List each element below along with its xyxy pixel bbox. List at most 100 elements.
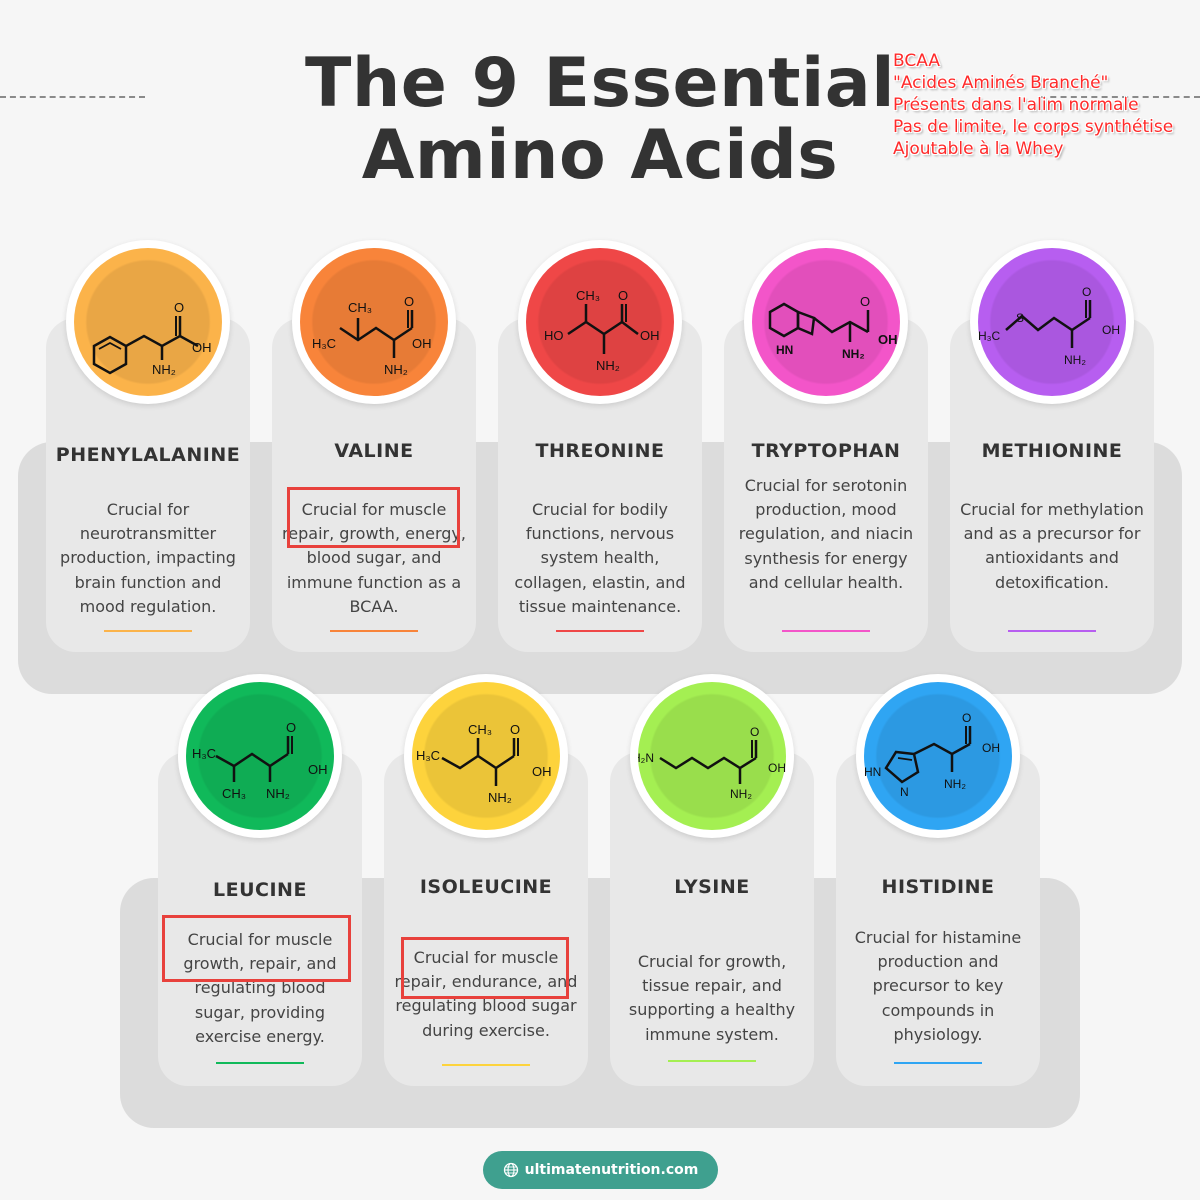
amino-name: HISTIDINE [881,876,995,898]
accent-underline [330,630,418,632]
molecule-structure-icon: CH₃ O H₃C OH NH₂ [312,294,432,377]
molecule-badge: O OH HN NH₂ [744,240,908,404]
svg-text:OH: OH [532,764,552,779]
dashed-line-left [0,96,145,98]
svg-text:NH₂: NH₂ [944,777,966,791]
accent-underline [782,630,870,632]
website-link[interactable]: ultimatenutrition.com [483,1151,718,1189]
molecule-badge: S H₃C O OH NH₂ [970,240,1134,404]
note-line: BCAA [893,51,940,71]
molecule-circle: H₃C O OH CH₃ NH₂ [186,682,334,830]
molecule-badge: CH₃ O HO OH NH₂ [518,240,682,404]
svg-text:NH₂: NH₂ [842,347,865,361]
amino-description: Crucial for histamine production and pre… [854,928,1022,1044]
svg-text:NH₂: NH₂ [266,786,290,801]
svg-text:OH: OH [412,336,432,351]
molecule-circle: O OH HN N NH₂ [864,682,1012,830]
svg-text:OH: OH [982,741,1000,755]
svg-text:H₃C: H₃C [978,329,1001,343]
globe-icon [503,1162,518,1178]
amino-description: Crucial for muscle repair, endurance, an… [394,948,578,1040]
accent-underline [104,630,192,632]
svg-text:OH: OH [308,762,328,777]
molecule-structure-icon: H₂N O OH NH₂ [638,725,786,801]
amino-name: TRYPTOPHAN [751,440,901,462]
svg-text:O: O [962,711,971,725]
molecule-structure-icon: O OH HN N NH₂ [864,711,1000,799]
note-line: Ajoutable à la Whey [893,139,1064,159]
amino-description: Crucial for serotonin production, mood r… [738,476,914,592]
accent-underline [894,1062,982,1064]
molecule-badge: H₂N O OH NH₂ [630,674,794,838]
amino-description: Crucial for neurotransmitter production,… [60,500,236,616]
amino-description: Crucial for methylation and as a precurs… [960,500,1144,592]
svg-text:NH₂: NH₂ [152,362,176,377]
svg-text:O: O [860,294,870,309]
note-line: "Acides Aminés Branché" [893,73,1109,93]
amino-name: VALINE [334,440,414,462]
molecule-structure-icon: CH₃ O HO OH NH₂ [544,288,660,373]
svg-text:O: O [286,720,296,735]
note-line: Présents dans l'alim normale [893,95,1139,115]
amino-name: ISOLEUCINE [419,876,553,898]
svg-text:O: O [174,300,184,315]
molecule-circle: CH₃ O H₃C OH NH₂ [300,248,448,396]
amino-description: Crucial for growth, tissue repair, and s… [628,952,796,1044]
svg-text:OH: OH [192,340,212,355]
amino-name: LEUCINE [213,879,307,901]
molecule-structure-icon: O OH NH₂ [92,300,212,377]
svg-text:NH₂: NH₂ [488,790,512,805]
svg-text:O: O [750,725,759,739]
svg-text:H₃C: H₃C [192,746,216,761]
svg-text:HN: HN [776,343,793,357]
highlight-box-isoleucine [401,937,569,999]
note-line: Pas de limite, le corps synthétise [893,117,1174,137]
svg-text:H₂N: H₂N [638,751,654,765]
svg-text:O: O [404,294,414,309]
svg-text:O: O [618,288,628,303]
molecule-structure-icon: S H₃C O OH NH₂ [978,285,1120,367]
amino-description: Crucial for muscle growth, repair, and r… [183,930,337,1046]
molecule-badge: H₃C O OH CH₃ NH₂ [178,674,342,838]
handwritten-note: BCAA "Acides Aminés Branché" Présents da… [893,50,1193,160]
molecule-circle: O OH HN NH₂ [752,248,900,396]
svg-text:OH: OH [878,332,898,347]
highlight-box-valine [287,487,460,548]
svg-text:N: N [900,785,909,799]
title-line-1: The 9 Essential [304,44,895,123]
molecule-circle: S H₃C O OH NH₂ [978,248,1126,396]
svg-text:O: O [1082,285,1091,299]
accent-underline [1008,630,1096,632]
accent-underline [668,1060,756,1062]
svg-text:OH: OH [640,328,660,343]
amino-name: THREONINE [535,440,665,462]
molecule-circle: CH₃ O H₃C OH NH₂ [412,682,560,830]
molecule-badge: O OH NH₂ [66,240,230,404]
svg-text:HN: HN [864,765,881,779]
svg-text:NH₂: NH₂ [596,358,620,373]
molecule-structure-icon: O OH HN NH₂ [768,294,898,361]
svg-text:S: S [1016,311,1024,325]
molecule-circle: O OH NH₂ [74,248,222,396]
molecule-circle: CH₃ O HO OH NH₂ [526,248,674,396]
molecule-badge: CH₃ O H₃C OH NH₂ [292,240,456,404]
svg-text:NH₂: NH₂ [730,787,752,801]
accent-underline [556,630,644,632]
svg-text:H₃C: H₃C [312,336,336,351]
svg-text:HO: HO [544,328,564,343]
website-text: ultimatenutrition.com [524,1162,699,1178]
molecule-structure-icon: CH₃ O H₃C OH NH₂ [416,722,552,805]
molecule-circle: H₂N O OH NH₂ [638,682,786,830]
accent-underline [442,1064,530,1066]
svg-text:O: O [510,722,520,737]
svg-text:H₃C: H₃C [416,748,440,763]
amino-name: LYSINE [674,876,750,898]
amino-name: METHIONINE [981,440,1123,462]
page-title: The 9 Essential Amino Acids [240,48,960,192]
title-line-2: Amino Acids [361,116,839,195]
amino-description: Crucial for bodily functions, nervous sy… [514,500,686,616]
svg-text:OH: OH [768,761,786,775]
svg-text:NH₂: NH₂ [384,362,408,377]
svg-text:CH₃: CH₃ [222,786,246,801]
svg-text:NH₂: NH₂ [1064,353,1086,367]
